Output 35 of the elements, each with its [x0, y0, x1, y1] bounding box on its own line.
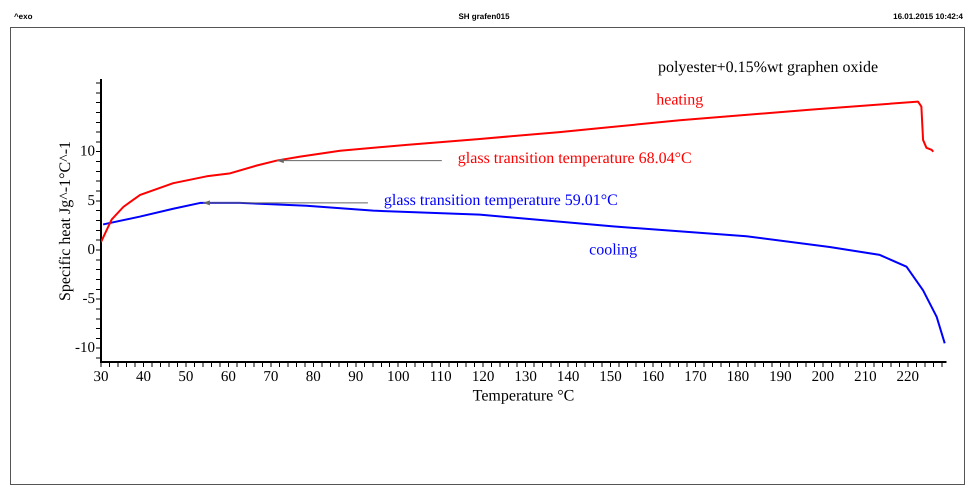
x-tick-label: 140 — [556, 368, 580, 385]
x-tick-label: 110 — [430, 368, 452, 385]
text: SH grafen015 — [458, 12, 510, 22]
y-tick-label: 10 — [80, 144, 95, 160]
annotation: glass transition temperature 59.01°C — [384, 192, 618, 210]
x-tick-label: 160 — [642, 368, 664, 385]
x-tick-label: 130 — [514, 368, 537, 385]
x-tick-label: 30 — [94, 368, 108, 385]
chart-title: polyester+0.15%wt graphen oxide — [658, 59, 878, 76]
x-tick-label: 70 — [263, 368, 278, 385]
x-tick-label: 190 — [769, 368, 792, 385]
x-tick-label: 50 — [178, 368, 194, 385]
x-tick-label: 90 — [348, 368, 364, 385]
x-tick-label: 40 — [136, 368, 151, 385]
y-tick-label: 0 — [88, 242, 95, 258]
x-tick-label: 150 — [599, 368, 622, 385]
x-tick-label: 60 — [220, 368, 236, 385]
x-tick-label: 210 — [854, 368, 877, 385]
y-tick-label: 5 — [88, 192, 95, 209]
series-label: heating — [656, 91, 704, 108]
series-label: cooling — [589, 242, 638, 259]
y-axis-title: Specific heat Jg^-1°C^-1 — [56, 140, 74, 302]
y-tick-label: -10 — [75, 340, 95, 356]
x-tick-label: 220 — [896, 368, 920, 385]
text: ^exo — [14, 12, 33, 22]
x-tick-label: 120 — [472, 368, 494, 385]
annotation: glass transition temperature 68.04°C — [458, 150, 692, 167]
y-tick-label: -5 — [82, 291, 95, 308]
x-tick-label: 180 — [726, 368, 750, 385]
x-tick-label: 80 — [306, 368, 321, 385]
x-tick-label: 100 — [386, 368, 410, 385]
x-axis-title: Temperature °C — [472, 388, 574, 405]
text: 16.01.2015 10:42:4 — [893, 12, 964, 22]
x-tick-label: 200 — [812, 368, 834, 385]
x-tick-label: 170 — [684, 368, 707, 385]
